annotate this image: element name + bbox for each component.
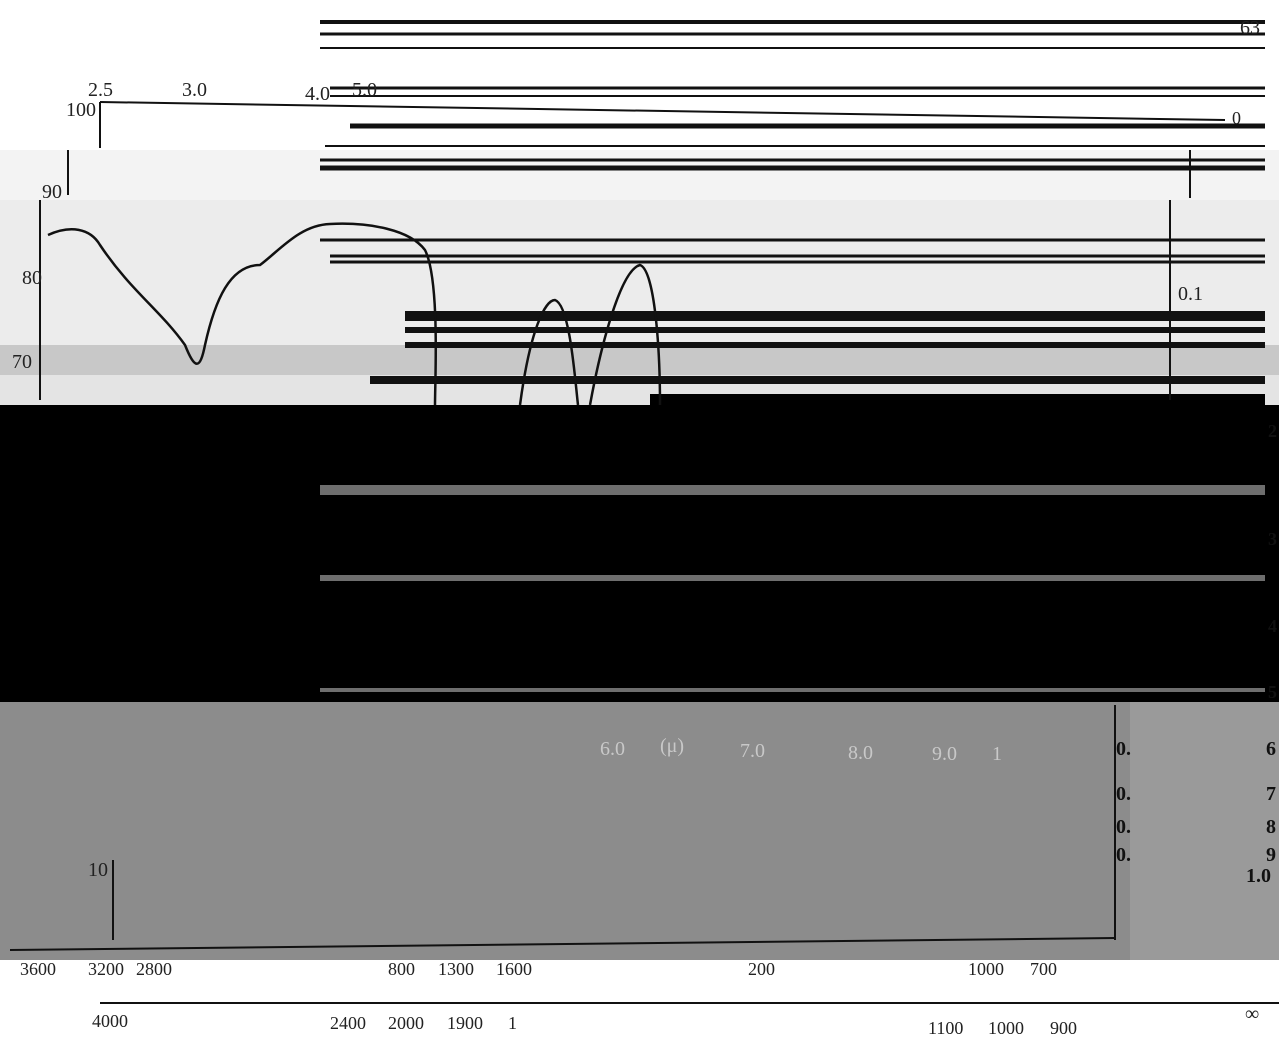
scale-label: 6.0 bbox=[600, 738, 625, 760]
scale-label: 4.0 bbox=[305, 83, 330, 105]
scale-label: 8 bbox=[1266, 816, 1276, 838]
scale-label: 2 bbox=[1268, 421, 1277, 441]
scale-label: 5.0 bbox=[352, 79, 377, 101]
scale-label: 3.0 bbox=[182, 79, 207, 101]
scale-label: 3200 bbox=[88, 959, 124, 979]
scale-label: 1100 bbox=[928, 1018, 963, 1038]
scale-label: 7.0 bbox=[740, 740, 765, 762]
scale-label: 3600 bbox=[20, 959, 56, 979]
scale-label: 0. bbox=[1116, 816, 1131, 838]
scale-label: 7 bbox=[1266, 783, 1276, 805]
scale-label: 1 bbox=[992, 743, 1002, 765]
scale-label: 0. bbox=[1116, 738, 1131, 760]
block bbox=[650, 394, 1265, 406]
scale-label: 1000 bbox=[988, 1018, 1024, 1038]
scale-label: 800 bbox=[388, 959, 415, 979]
scale-label: 5 bbox=[1268, 682, 1277, 702]
scale-label: 1600 bbox=[496, 959, 532, 979]
scale-label: 8.0 bbox=[848, 742, 873, 764]
band bbox=[0, 200, 1279, 345]
scale-label: 9.0 bbox=[932, 743, 957, 765]
scale-label: 70 bbox=[12, 351, 32, 373]
scale-label: 80 bbox=[22, 267, 42, 289]
scale-label: 6 bbox=[1266, 738, 1276, 760]
scale-label: 2000 bbox=[388, 1013, 424, 1033]
spectrum-scan: 632.53.04.05.01009080701000.10.0.0.0.6.0… bbox=[0, 0, 1279, 1042]
scale-label: 1900 bbox=[447, 1013, 483, 1033]
scale-label: 1000 bbox=[968, 959, 1004, 979]
scale-label: 0. bbox=[1116, 844, 1131, 866]
scale-label: 63 bbox=[1240, 17, 1260, 39]
scale-label: 3 bbox=[1268, 529, 1277, 549]
scale-label: 2800 bbox=[136, 959, 172, 979]
scale-label: 100 bbox=[66, 99, 96, 121]
scale-label: (μ) bbox=[660, 735, 684, 757]
scale-label: 10 bbox=[88, 859, 108, 881]
gray-block bbox=[1130, 702, 1279, 960]
scale-label: 4000 bbox=[92, 1011, 128, 1031]
scale-label: 900 bbox=[1050, 1018, 1077, 1038]
scale-label: 1.0 bbox=[1246, 865, 1271, 887]
scale-label: 200 bbox=[748, 959, 775, 979]
scale-label: 700 bbox=[1030, 959, 1057, 979]
scale-label: 2400 bbox=[330, 1013, 366, 1033]
black-block bbox=[0, 405, 1279, 702]
scale-label: 9 bbox=[1266, 844, 1276, 866]
scale-label: 90 bbox=[42, 181, 62, 203]
scale-label: 4 bbox=[1268, 616, 1277, 636]
scale-label: 0. bbox=[1116, 783, 1131, 805]
scale-label: 1 bbox=[508, 1013, 517, 1033]
scale-label: 0.1 bbox=[1178, 283, 1203, 305]
scale-label: 2.5 bbox=[88, 79, 113, 101]
scale-label: ∞ bbox=[1245, 1003, 1259, 1025]
scale-label: 1300 bbox=[438, 959, 474, 979]
band bbox=[0, 150, 1279, 200]
scale-label: 0 bbox=[1232, 108, 1241, 128]
page: {"corner_label": "63", "wavelength_scale… bbox=[0, 0, 1279, 1042]
gray-block bbox=[0, 702, 1279, 960]
